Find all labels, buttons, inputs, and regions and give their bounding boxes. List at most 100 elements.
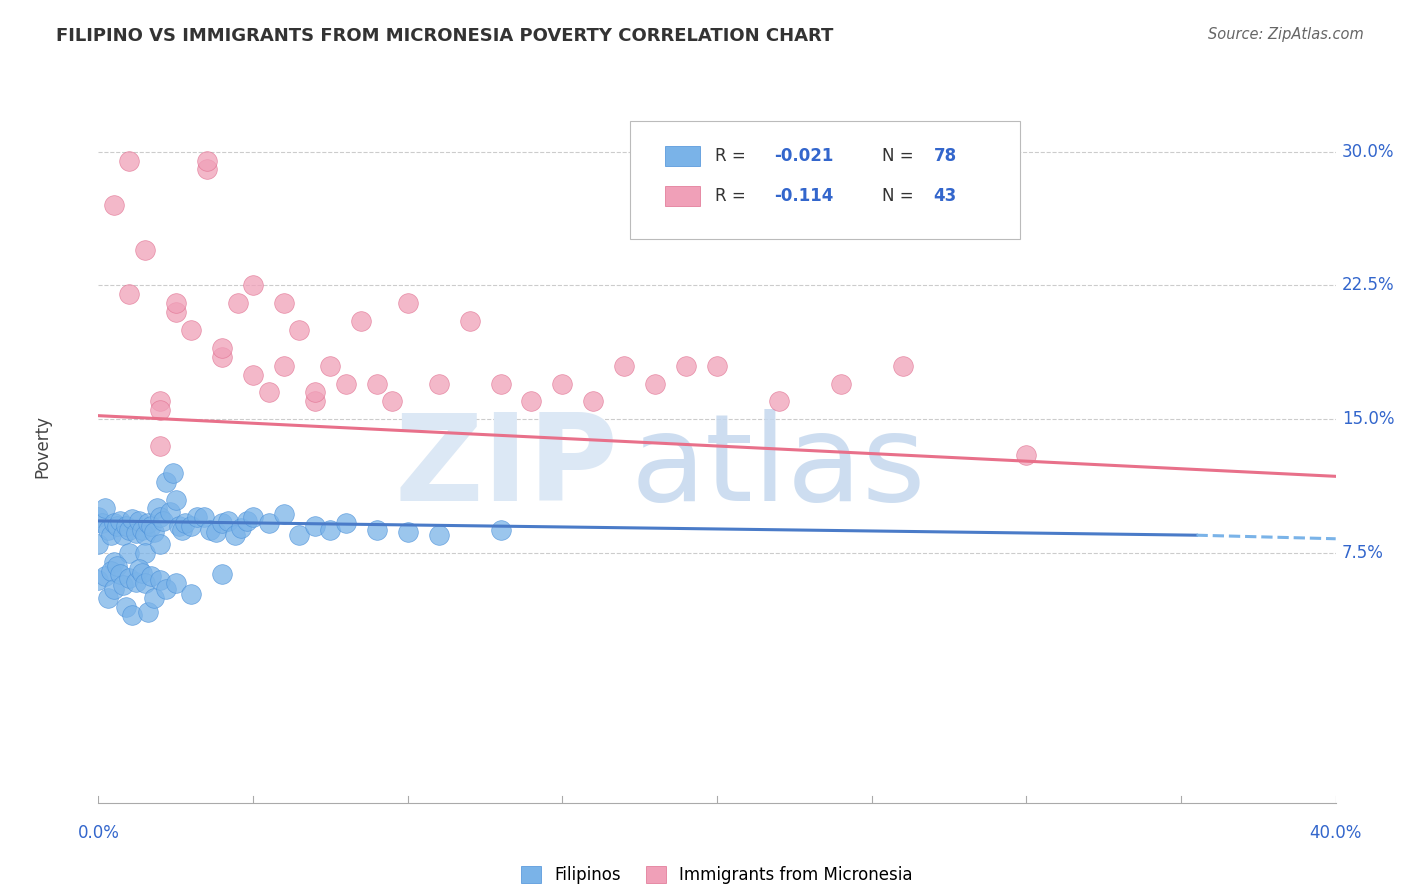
Point [236, 514, 259, 528]
FancyBboxPatch shape [630, 121, 1021, 239]
Text: ZIP: ZIP [394, 409, 619, 526]
Point [193, 510, 215, 524]
Point [211, 341, 233, 355]
Point [115, 599, 138, 614]
Point [131, 566, 153, 580]
Point [350, 314, 373, 328]
Point [143, 524, 166, 539]
Point [186, 510, 208, 524]
Point [217, 514, 239, 528]
Point [100, 564, 122, 578]
Point [121, 512, 143, 526]
Point [149, 537, 172, 551]
Point [136, 516, 159, 530]
Point [582, 394, 605, 409]
Text: 30.0%: 30.0% [1341, 143, 1395, 161]
Point [93, 569, 115, 583]
Point [170, 523, 193, 537]
Point [174, 516, 197, 530]
Bar [665, 145, 700, 166]
Point [149, 573, 172, 587]
Text: 15.0%: 15.0% [1341, 410, 1395, 428]
Point [149, 439, 172, 453]
Point [112, 528, 135, 542]
Point [134, 576, 156, 591]
Point [118, 546, 141, 560]
Point [139, 519, 162, 533]
Point [229, 521, 252, 535]
Point [155, 475, 177, 489]
Point [427, 376, 450, 391]
Point [121, 608, 143, 623]
Point [103, 198, 125, 212]
Point [97, 591, 120, 605]
Point [108, 514, 131, 528]
Point [180, 323, 202, 337]
Point [644, 376, 666, 391]
Point [675, 359, 697, 373]
Point [195, 153, 218, 168]
Point [335, 376, 357, 391]
Point [273, 296, 295, 310]
Point [124, 526, 146, 541]
Point [87, 510, 110, 524]
Point [165, 296, 187, 310]
Point [211, 350, 233, 364]
Point [458, 314, 481, 328]
Point [128, 514, 150, 528]
Point [159, 505, 181, 519]
Point [90, 516, 112, 530]
Point [706, 359, 728, 373]
Point [224, 528, 246, 542]
Text: -0.021: -0.021 [773, 146, 834, 164]
Text: FILIPINO VS IMMIGRANTS FROM MICRONESIA POVERTY CORRELATION CHART: FILIPINO VS IMMIGRANTS FROM MICRONESIA P… [56, 27, 834, 45]
Point [304, 385, 326, 400]
Point [118, 571, 141, 585]
Text: 43: 43 [934, 187, 957, 205]
Point [242, 278, 264, 293]
Point [100, 528, 122, 542]
Point [105, 558, 128, 573]
Point [165, 576, 187, 591]
Point [242, 510, 264, 524]
Point [167, 519, 190, 533]
Point [115, 519, 138, 533]
Point [149, 403, 172, 417]
Point [87, 573, 110, 587]
Point [165, 305, 187, 319]
Text: -0.114: -0.114 [773, 187, 834, 205]
Point [139, 569, 162, 583]
Text: R =: R = [714, 187, 751, 205]
Point [180, 587, 202, 601]
Point [489, 523, 512, 537]
Point [87, 537, 110, 551]
Point [304, 394, 326, 409]
Point [273, 359, 295, 373]
Point [211, 516, 233, 530]
Point [1015, 448, 1038, 462]
Point [134, 546, 156, 560]
Point [319, 359, 342, 373]
Point [103, 516, 125, 530]
Point [124, 574, 146, 589]
Point [613, 359, 636, 373]
Point [108, 567, 131, 582]
Bar [665, 186, 700, 206]
Point [319, 523, 342, 537]
Text: 40.0%: 40.0% [1309, 824, 1362, 842]
Point [97, 523, 120, 537]
Point [118, 523, 141, 537]
Point [427, 528, 450, 542]
Point [288, 323, 311, 337]
Point [103, 555, 125, 569]
Point [165, 492, 187, 507]
Text: N =: N = [882, 187, 918, 205]
Point [93, 501, 115, 516]
Point [149, 394, 172, 409]
Point [273, 507, 295, 521]
Point [381, 394, 404, 409]
Point [118, 287, 141, 301]
Point [118, 153, 141, 168]
Point [396, 524, 419, 539]
Point [520, 394, 543, 409]
